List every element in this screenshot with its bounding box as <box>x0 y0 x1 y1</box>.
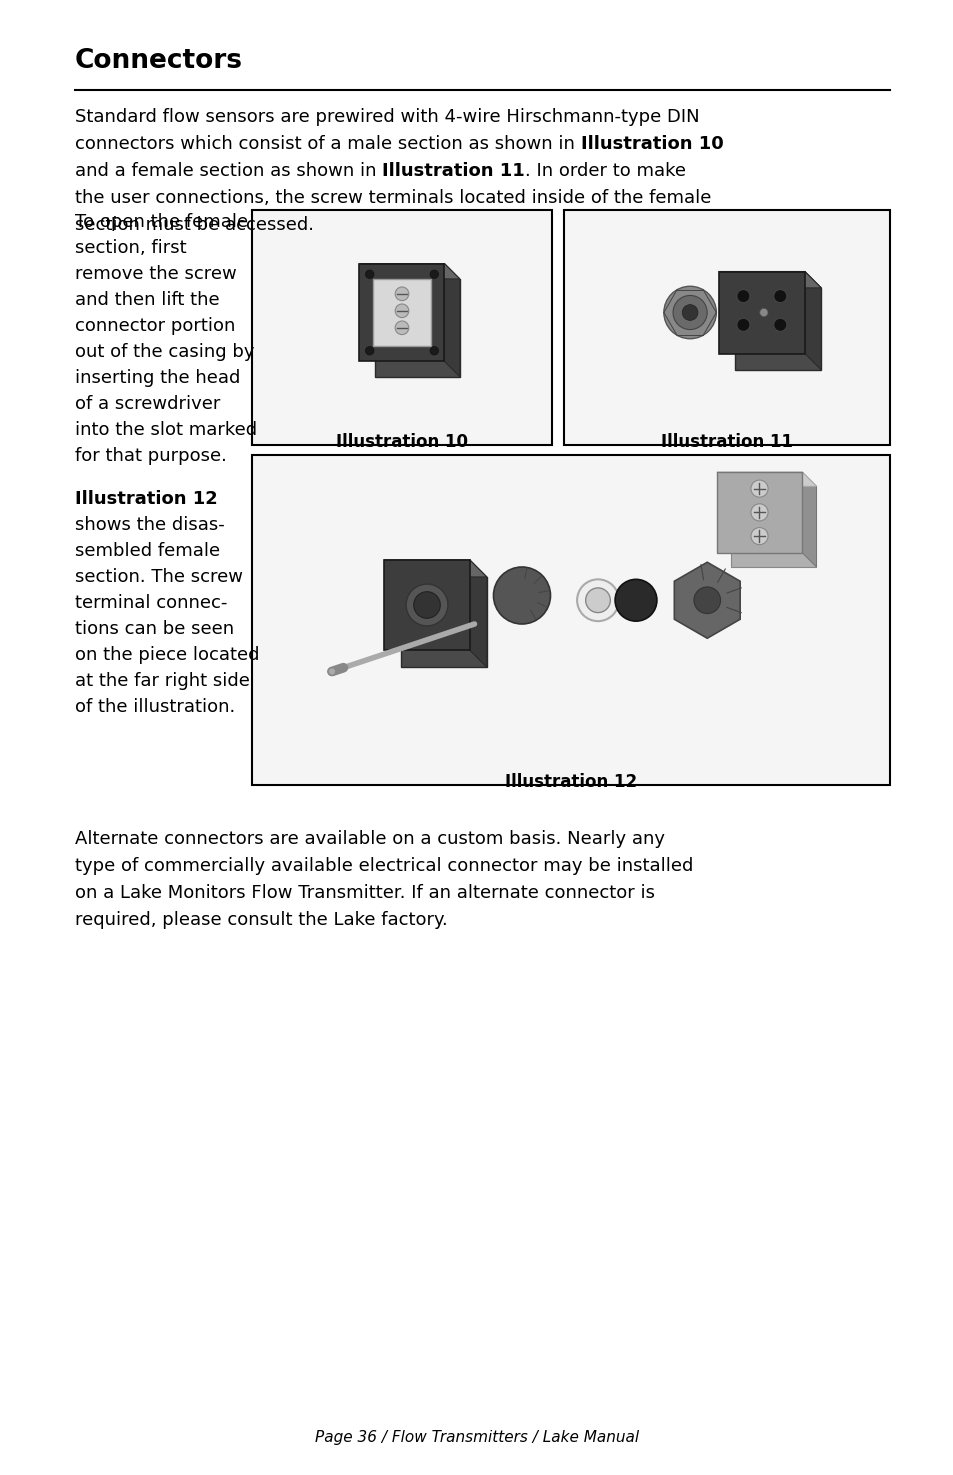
Bar <box>252 454 889 785</box>
Text: Alternate connectors are available on a custom basis. Nearly any: Alternate connectors are available on a … <box>75 830 664 848</box>
Text: Illustration 12: Illustration 12 <box>75 490 217 507</box>
Text: for that purpose.: for that purpose. <box>75 447 227 465</box>
Text: of a screwdriver: of a screwdriver <box>75 395 220 413</box>
Circle shape <box>585 589 610 612</box>
Text: out of the casing by: out of the casing by <box>75 344 254 361</box>
Text: Illustration 11: Illustration 11 <box>382 162 524 180</box>
Bar <box>563 209 889 445</box>
Circle shape <box>773 319 786 332</box>
Bar <box>735 288 821 370</box>
Text: Standard flow sensors are prewired with 4-wire Hirschmann-type DIN: Standard flow sensors are prewired with … <box>75 108 699 125</box>
Circle shape <box>773 289 786 302</box>
Text: Illustration 10: Illustration 10 <box>335 434 468 451</box>
Circle shape <box>663 286 716 339</box>
Text: Illustration 11: Illustration 11 <box>660 434 792 451</box>
Text: type of commercially available electrical connector may be installed: type of commercially available electrica… <box>75 857 693 875</box>
Bar <box>401 577 486 667</box>
Text: sembled female: sembled female <box>75 541 220 561</box>
Text: Illustration 10: Illustration 10 <box>580 136 722 153</box>
Circle shape <box>365 270 374 279</box>
Text: To open the female: To open the female <box>75 212 248 232</box>
Text: tions can be seen: tions can be seen <box>75 620 233 639</box>
Circle shape <box>365 347 374 355</box>
Circle shape <box>672 295 706 329</box>
Text: section, first: section, first <box>75 239 187 257</box>
Text: and then lift the: and then lift the <box>75 291 219 308</box>
Text: Connectors: Connectors <box>75 49 243 74</box>
Circle shape <box>395 288 409 301</box>
Text: terminal connec-: terminal connec- <box>75 594 227 612</box>
Text: Illustration 12: Illustration 12 <box>504 773 637 791</box>
Polygon shape <box>469 560 486 667</box>
Circle shape <box>430 270 438 279</box>
Text: on the piece located: on the piece located <box>75 646 259 664</box>
Text: section must be accessed.: section must be accessed. <box>75 215 314 235</box>
Circle shape <box>577 580 618 621</box>
Circle shape <box>414 591 440 618</box>
Bar <box>730 487 816 566</box>
Text: connector portion: connector portion <box>75 317 235 335</box>
Bar <box>716 472 801 553</box>
Text: inserting the head: inserting the head <box>75 369 240 386</box>
Circle shape <box>406 584 447 625</box>
Bar <box>373 279 431 345</box>
Text: shows the disas-: shows the disas- <box>75 516 225 534</box>
Polygon shape <box>804 271 821 370</box>
Polygon shape <box>674 562 740 639</box>
Bar <box>718 271 804 354</box>
FancyBboxPatch shape <box>375 279 459 376</box>
Polygon shape <box>716 472 816 487</box>
Circle shape <box>750 504 767 521</box>
Circle shape <box>430 347 438 355</box>
Text: Page 36 / Flow Transmitters / Lake Manual: Page 36 / Flow Transmitters / Lake Manua… <box>314 1429 639 1445</box>
Text: connectors which consist of a male section as shown in: connectors which consist of a male secti… <box>75 136 580 153</box>
Text: at the far right side: at the far right side <box>75 673 250 690</box>
Polygon shape <box>718 271 821 288</box>
Polygon shape <box>801 472 816 566</box>
Text: the user connections, the screw terminals located inside of the female: the user connections, the screw terminal… <box>75 189 711 207</box>
Circle shape <box>328 668 335 676</box>
Circle shape <box>750 528 767 544</box>
Text: into the slot marked: into the slot marked <box>75 420 257 440</box>
Text: section. The screw: section. The screw <box>75 568 243 586</box>
Bar <box>252 209 552 445</box>
Circle shape <box>395 304 409 317</box>
Text: of the illustration.: of the illustration. <box>75 698 235 715</box>
Circle shape <box>395 322 409 335</box>
Circle shape <box>493 566 550 624</box>
Circle shape <box>759 308 767 317</box>
Bar <box>359 264 444 361</box>
Circle shape <box>615 580 657 621</box>
Text: and a female section as shown in: and a female section as shown in <box>75 162 382 180</box>
Text: on a Lake Monitors Flow Transmitter. If an alternate connector is: on a Lake Monitors Flow Transmitter. If … <box>75 884 655 903</box>
Circle shape <box>681 305 698 320</box>
Polygon shape <box>444 264 459 376</box>
Bar <box>384 560 469 650</box>
Circle shape <box>750 479 767 497</box>
Circle shape <box>736 319 749 332</box>
Text: . In order to make: . In order to make <box>524 162 685 180</box>
Polygon shape <box>359 264 459 279</box>
Text: remove the screw: remove the screw <box>75 266 236 283</box>
Polygon shape <box>384 560 486 577</box>
Circle shape <box>693 587 720 614</box>
Circle shape <box>736 289 749 302</box>
Text: required, please consult the Lake factory.: required, please consult the Lake factor… <box>75 912 447 929</box>
